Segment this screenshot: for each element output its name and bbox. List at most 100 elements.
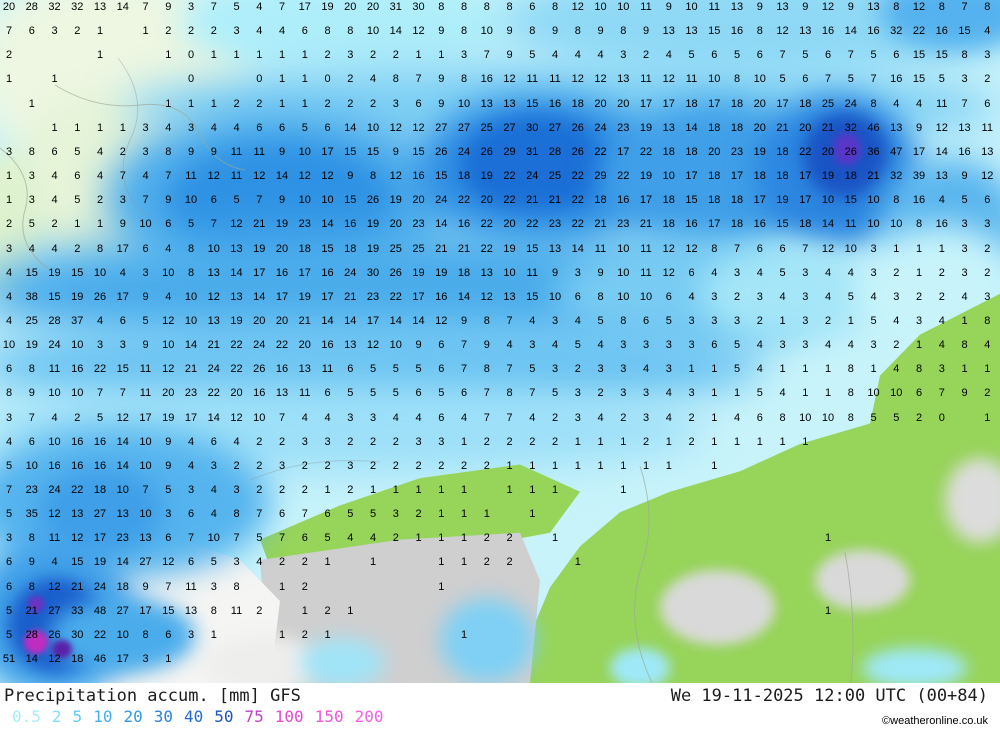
- grid-value: 22: [503, 170, 516, 183]
- grid-value: 2: [483, 556, 490, 569]
- grid-value: 1: [824, 604, 832, 617]
- grid-value: 1: [96, 25, 104, 38]
- precip-shade-blob: [28, 596, 44, 612]
- grid-value: 18: [662, 145, 675, 158]
- grid-value: 6: [278, 508, 286, 521]
- grid-value: 32: [48, 1, 61, 13]
- grid-value: 10: [184, 314, 198, 327]
- grid-value: 7: [779, 49, 786, 62]
- grid-value: 3: [642, 339, 650, 352]
- grid-value: 8: [551, 1, 559, 13]
- grid-value: 3: [233, 484, 240, 496]
- grid-value: 11: [139, 363, 152, 376]
- grid-value: 6: [51, 145, 58, 158]
- grid-value: 17: [730, 170, 744, 183]
- grid-value: 19: [230, 314, 243, 327]
- grid-value: 6: [324, 387, 331, 400]
- grid-value: 27: [548, 121, 562, 134]
- grid-value: 4: [369, 532, 377, 545]
- grid-value: 3: [142, 121, 149, 134]
- grid-value: 18: [71, 653, 84, 666]
- grid-value: 13: [207, 266, 220, 279]
- grid-value: 15: [685, 194, 698, 207]
- grid-value: 18: [844, 170, 857, 183]
- grid-value: 1: [460, 556, 468, 569]
- grid-value: 3: [938, 363, 945, 376]
- grid-value: 4: [847, 266, 854, 279]
- grid-value: 23: [298, 218, 311, 231]
- grid-value: 14: [389, 314, 402, 327]
- grid-value: 3: [187, 484, 195, 496]
- grid-value: 7: [5, 25, 13, 38]
- grid-value: 8: [28, 532, 35, 545]
- grid-value: 4: [756, 266, 763, 279]
- grid-value: 37: [71, 314, 84, 327]
- grid-value: 23: [184, 387, 198, 400]
- grid-value: 13: [776, 1, 789, 13]
- grid-value: 4: [847, 339, 854, 352]
- grid-value: 16: [935, 25, 948, 38]
- grid-value: 12: [435, 314, 448, 327]
- grid-value: 1: [665, 459, 672, 472]
- grid-value: 11: [640, 73, 652, 86]
- grid-value: 13: [958, 121, 971, 134]
- grid-value: 15: [844, 194, 857, 207]
- grid-value: 11: [549, 73, 561, 86]
- grid-value: 1: [597, 459, 604, 472]
- grid-value: 9: [392, 145, 399, 158]
- grid-value: 14: [344, 121, 357, 134]
- grid-value: 8: [483, 314, 490, 327]
- grid-value: 2: [256, 484, 263, 496]
- grid-value: 14: [412, 314, 425, 327]
- grid-value: 17: [184, 411, 198, 424]
- coastline-overlay: [0, 57, 854, 683]
- grid-value: 6: [187, 508, 195, 521]
- precip-shade-blob: [24, 630, 48, 654]
- grid-value: 3: [28, 194, 35, 207]
- grid-value: 20: [389, 218, 402, 231]
- grid-value: 1: [551, 532, 559, 545]
- grid-value: 26: [435, 145, 448, 158]
- grid-value: 29: [594, 170, 607, 183]
- grid-value: 1: [233, 49, 240, 62]
- grid-value: 12: [821, 242, 835, 255]
- grid-value: 12: [162, 363, 175, 376]
- grid-value: 23: [412, 218, 425, 231]
- grid-value: 1: [438, 580, 445, 593]
- grid-value: 24: [93, 580, 107, 593]
- grid-value: 2: [506, 532, 513, 545]
- grid-value: 2: [529, 435, 536, 448]
- grid-value: 20: [753, 121, 766, 134]
- grid-value: 13: [71, 508, 84, 521]
- grid-value: 3: [278, 459, 286, 472]
- grid-value: 12: [162, 314, 175, 327]
- grid-value: 8: [756, 25, 763, 38]
- precip-shade-blob: [610, 648, 670, 683]
- grid-value: 3: [688, 314, 695, 327]
- grid-value: 10: [139, 435, 152, 448]
- grid-value: 24: [844, 97, 857, 110]
- map-title: Precipitation accum. [mm] GFS: [4, 686, 301, 706]
- grid-value: 23: [366, 290, 380, 303]
- grid-value: 10: [116, 484, 129, 496]
- grid-value: 17: [617, 145, 630, 158]
- grid-value: 1: [802, 363, 809, 376]
- grid-value: 12: [230, 411, 243, 424]
- grid-value: 13: [480, 266, 493, 279]
- grid-value: 12: [594, 73, 607, 86]
- grid-value: 3: [460, 49, 468, 62]
- grid-value: 14: [116, 459, 129, 472]
- legend-value: 50: [214, 707, 234, 726]
- grid-value: 7: [301, 508, 308, 521]
- grid-value: 14: [207, 411, 220, 424]
- grid-value: 19: [25, 339, 38, 352]
- grid-value: 2: [165, 25, 172, 38]
- grid-value: 10: [321, 194, 334, 207]
- grid-value: 16: [275, 363, 289, 376]
- grid-value: 9: [506, 25, 513, 38]
- grid-value: 14: [321, 314, 334, 327]
- grid-value: 4: [256, 25, 263, 38]
- grid-value: 6: [119, 314, 126, 327]
- grid-value: 24: [344, 266, 357, 279]
